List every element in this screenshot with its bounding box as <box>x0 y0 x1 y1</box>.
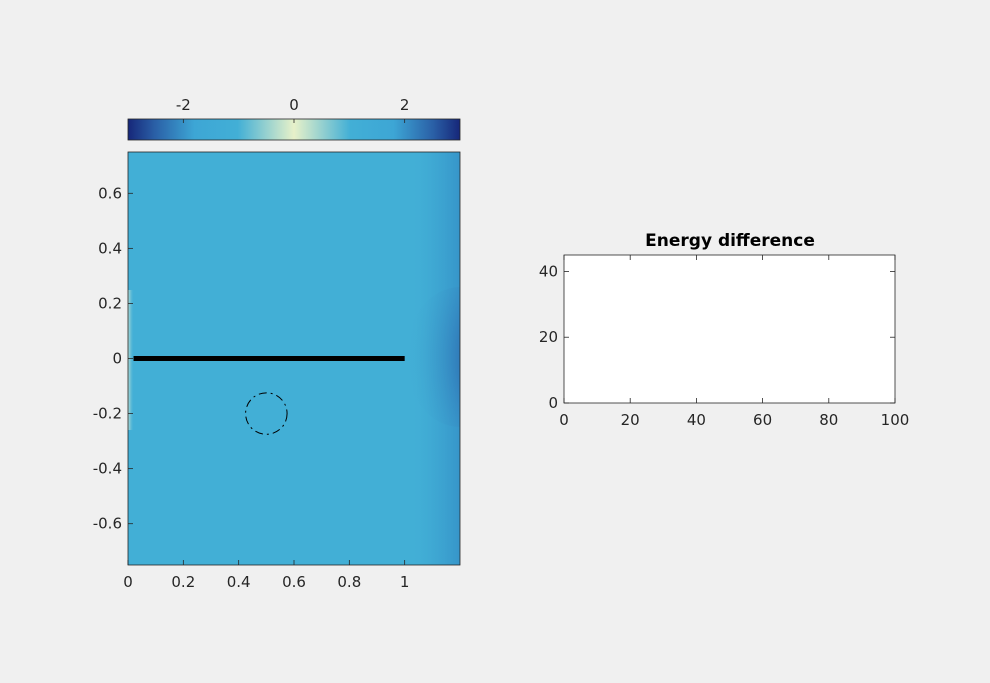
x-tick-label: 0 <box>123 573 133 591</box>
y-tick-label: 0 <box>548 394 558 412</box>
axes-box <box>563 254 896 404</box>
x-tick-label: 0.2 <box>171 573 195 591</box>
colorbar-ticks: -2 0 2 <box>176 96 410 123</box>
colorbar-tick-label: 0 <box>289 96 299 114</box>
x-tick-label: 0 <box>559 411 569 429</box>
inclusion-circle <box>245 392 288 435</box>
energy-plot: Energy difference 0 20 40 60 80 100 40 20 0 <box>539 231 909 429</box>
y-tick-label: 40 <box>539 262 558 280</box>
y-tick-label: 0.6 <box>98 184 122 202</box>
field-heatmap: 0 0.2 0.4 0.6 0.8 1 0.6 0.4 0.2 0 -0.2 -0.4 -0.6 <box>93 151 461 591</box>
colorbar: -2 0 2 <box>127 96 461 141</box>
energy-plot-area <box>564 255 895 403</box>
y-tick-label: 20 <box>539 328 558 346</box>
x-tick-label: 0.4 <box>227 573 251 591</box>
y-tick-label: -0.2 <box>93 405 122 423</box>
field-left-edge <box>128 290 134 430</box>
x-tick-label: 20 <box>621 411 640 429</box>
x-tick-label: 0.6 <box>282 573 306 591</box>
energy-plot-title: Energy difference <box>645 231 815 251</box>
x-tick-label: 0.8 <box>337 573 361 591</box>
colorbar-tick-label: 2 <box>400 96 410 114</box>
y-tick-label: 0.2 <box>98 294 122 312</box>
colorbar-tick-label: -2 <box>176 96 191 114</box>
x-tick-label: 100 <box>881 411 910 429</box>
y-tick-label: 0.4 <box>98 239 122 257</box>
x-tick-label: 80 <box>819 411 838 429</box>
y-tick-label: -0.6 <box>93 515 122 533</box>
energy-axes: 0 20 40 60 80 100 40 20 0 <box>539 254 910 429</box>
field-crack-tip-glow <box>405 287 460 427</box>
x-tick-label: 60 <box>753 411 772 429</box>
field-axes: 0 0.2 0.4 0.6 0.8 1 0.6 0.4 0.2 0 -0.2 -0.4 -0.6 <box>93 151 461 591</box>
y-tick-label: -0.4 <box>93 460 122 478</box>
y-tick-label: 0 <box>112 350 122 368</box>
x-tick-label: 40 <box>687 411 706 429</box>
x-tick-label: 1 <box>400 573 410 591</box>
